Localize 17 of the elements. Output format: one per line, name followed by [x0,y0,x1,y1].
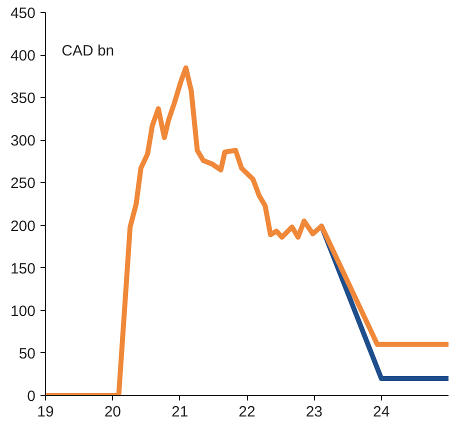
y-tick-label: 450 [10,5,36,22]
y-tick-label: 250 [10,175,36,192]
y-tick-label: 300 [10,132,36,150]
y-tick-label: 0 [27,388,36,405]
y-axis-title: CAD bn [62,42,114,60]
x-tick-label: 23 [306,404,323,420]
x-tick-label: 22 [238,404,256,420]
y-tick-label: 150 [10,260,36,278]
y-tick-label: 50 [18,345,36,362]
y-tick-label: 400 [10,48,36,65]
x-tick-label: 21 [171,404,188,420]
y-tick-label: 350 [10,90,36,108]
y-tick-label: 200 [10,218,36,235]
x-tick-label: 19 [37,404,54,420]
x-tick-label: 24 [372,404,390,420]
y-tick-label: 100 [10,302,36,320]
x-tick-label: 20 [104,404,122,420]
